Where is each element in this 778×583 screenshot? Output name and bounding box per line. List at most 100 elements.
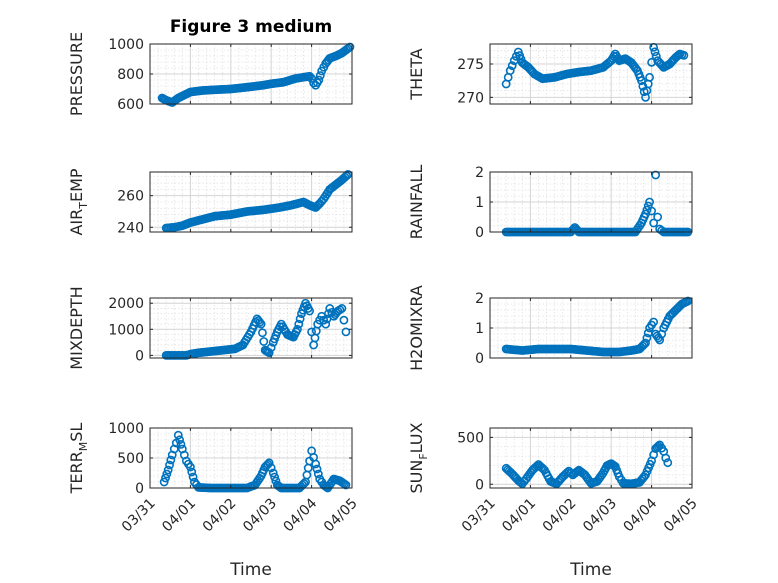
x-tick-label: 04/03: [240, 495, 280, 535]
y-tick-label: 1: [475, 321, 484, 337]
data-point: [345, 42, 355, 52]
y-axis-label: THETA: [407, 48, 426, 100]
data-point: [674, 50, 683, 60]
data-point: [264, 348, 274, 358]
x-tick-label: 04/02: [540, 495, 580, 535]
data-point: [266, 463, 276, 473]
data-point: [314, 75, 324, 85]
data-point: [302, 470, 312, 480]
data-point: [663, 458, 673, 468]
y-tick-label: 270: [457, 90, 484, 106]
data-point: [653, 212, 663, 222]
data-point: [645, 72, 654, 82]
subplot-mixdepth: 0 1000 2000 MIXDEPTH: [67, 286, 353, 370]
y-tick-label: 275: [457, 57, 484, 73]
y-tick-label: 240: [117, 220, 144, 236]
data-point: [507, 61, 517, 71]
x-tick-label: 04/03: [580, 495, 620, 535]
y-tick-label: 0: [135, 348, 144, 364]
y-tick-label: 500: [117, 451, 144, 467]
subplot-rainfall: 0 1 2 RAINFALL: [407, 165, 693, 241]
data-point: [259, 337, 269, 346]
data-point: [294, 319, 304, 329]
data-point: [270, 472, 279, 482]
data-point: [661, 453, 671, 463]
y-tick-label: 0: [475, 351, 484, 367]
x-tick-label: 03/31: [119, 495, 159, 535]
y-tick-label: 1000: [108, 37, 144, 53]
data-point: [264, 458, 274, 468]
data-point: [321, 319, 331, 329]
data-point: [505, 66, 515, 76]
axes-box: [149, 297, 353, 359]
axes-box: [489, 427, 693, 489]
data-point: [176, 439, 186, 449]
x-axis-label: Time: [229, 560, 272, 580]
y-tick-label: 1: [475, 195, 484, 211]
x-tick-label: 04/02: [200, 495, 240, 535]
x-tick-label: 04/04: [281, 495, 321, 535]
y-tick-label: 0: [475, 477, 484, 493]
data-point: [649, 317, 659, 327]
data-point: [645, 197, 654, 207]
figure-title: Figure 3 medium: [170, 17, 332, 37]
data-point: [293, 324, 302, 334]
x-tick-label: 03/31: [459, 495, 499, 535]
y-axis-label: PRESSURE: [67, 32, 86, 116]
x-axis-label: Time: [569, 560, 612, 580]
data-point: [255, 317, 265, 327]
data-point: [315, 71, 325, 80]
y-tick-label: 2: [475, 165, 484, 181]
y-tick-label: 800: [117, 67, 144, 83]
y-tick-label: 500: [457, 430, 484, 446]
data-point: [166, 455, 176, 465]
y-tick-label: 2000: [108, 296, 144, 312]
data-point: [313, 469, 323, 479]
data-point: [187, 467, 197, 477]
y-tick-label: 0: [135, 481, 144, 497]
data-point: [299, 479, 309, 488]
y-tick-label: 1000: [108, 322, 144, 338]
y-axis-label: AIRTEMP: [67, 168, 90, 235]
y-axis-label: SUNFLUX: [407, 422, 430, 493]
data-point: [311, 326, 321, 336]
y-tick-label: 2: [475, 291, 484, 307]
data-point: [295, 314, 305, 324]
data-point: [266, 343, 276, 352]
x-tick-label: 04/01: [159, 495, 199, 535]
data-point: [161, 473, 170, 483]
data-point: [311, 459, 321, 469]
data-point: [256, 319, 266, 329]
data-point: [173, 430, 183, 440]
x-tick-label: 04/05: [321, 495, 361, 535]
data-point: [641, 338, 650, 348]
data-point: [159, 477, 169, 487]
data-point: [268, 468, 278, 478]
data-point: [188, 472, 198, 482]
data-point: [312, 464, 322, 474]
data-point: [185, 462, 195, 472]
data-point: [649, 218, 659, 228]
data-point: [312, 201, 322, 211]
data-point: [165, 460, 174, 470]
subplot-pressure: 600 800 1000 PRESSURE Figure 3 medium: [67, 17, 355, 116]
y-axis-label: MIXDEPTH: [67, 286, 86, 369]
subplot-h2omixra: 0 1 2 H2OMIXRA: [407, 285, 693, 371]
subplot-terr_msl: 0 500 1000 03/31 04/01 04/02 04/03 04/04 04/05 TE…: [67, 421, 361, 580]
data-point: [305, 306, 314, 316]
x-tick-label: 04/05: [661, 495, 701, 535]
data-point: [310, 333, 320, 343]
data-point: [679, 50, 689, 60]
data-point: [647, 206, 656, 216]
data-point: [162, 469, 172, 479]
data-point: [650, 47, 660, 57]
data-point: [305, 71, 314, 81]
subplot-sun_flux: 0 500 03/31 04/01 04/02 04/03 04/04 04/05 SUNFLU…: [407, 422, 701, 580]
axes-box: [489, 43, 693, 105]
y-tick-label: 600: [117, 97, 144, 113]
data-point: [637, 76, 646, 86]
x-tick-label: 04/04: [621, 495, 661, 535]
data-point: [341, 327, 351, 337]
data-point: [337, 304, 347, 313]
